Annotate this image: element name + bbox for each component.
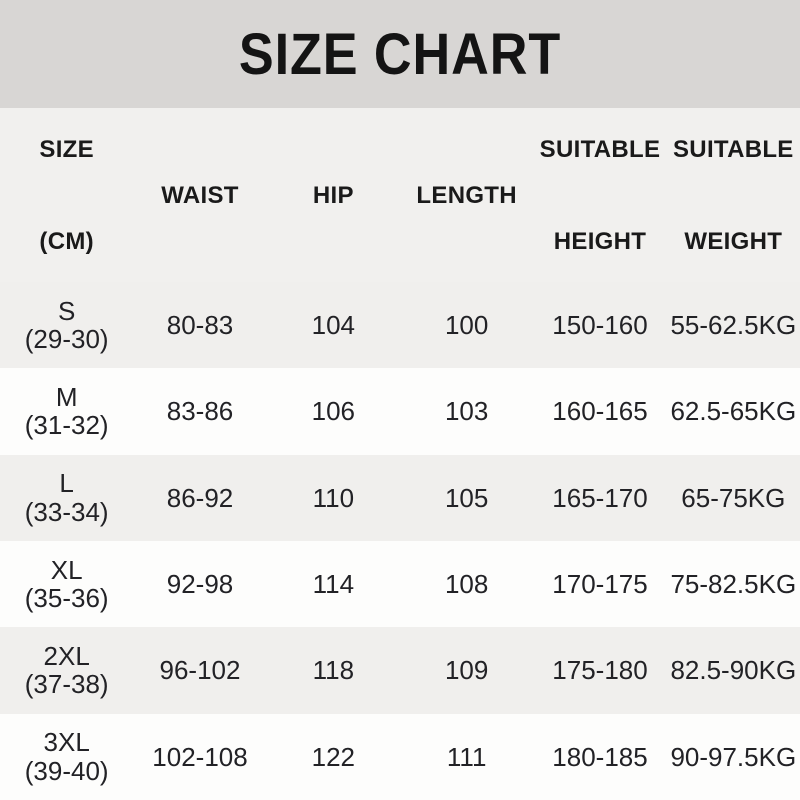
size-label: 3XL	[43, 727, 90, 758]
size-cell: L (33-34)	[0, 469, 133, 526]
column-header-waist: WAIST	[133, 136, 266, 256]
waist-cell: 80-83	[166, 309, 234, 340]
column-header-suitable-label: SUITABLE	[673, 136, 794, 163]
size-label: 2XL	[43, 640, 90, 671]
size-range: (33-34)	[24, 496, 109, 527]
size-range: (31-32)	[24, 410, 109, 441]
size-cell: S (29-30)	[0, 295, 133, 355]
table-header-row: SIZE (CM) WAIST HIP LENGTH SUITABLE HEIG…	[0, 108, 800, 282]
size-cell: M (31-32)	[0, 383, 133, 440]
length-cell: 105	[444, 482, 489, 513]
column-header-suitable-height: SUITABLE HEIGHT	[533, 136, 666, 256]
waist-cell: 96-102	[159, 655, 241, 686]
table-row-m: M (31-32) 83-86 106 103 160-165 62.5-65K…	[0, 368, 800, 455]
size-label: L	[59, 468, 74, 499]
weight-cell: 82.5-90KG	[670, 655, 797, 686]
length-cell: 108	[444, 568, 489, 599]
length-cell: 111	[446, 741, 487, 772]
table-row-l: L (33-34) 86-92 110 105 165-170 65-75KG	[0, 454, 800, 541]
column-header-hip-label: HIP	[312, 182, 354, 209]
weight-cell: 75-82.5KG	[670, 568, 797, 599]
size-label: XL	[50, 554, 83, 585]
waist-cell: 102-108	[152, 741, 248, 772]
hip-cell: 122	[311, 741, 356, 772]
weight-cell: 90-97.5KG	[670, 741, 797, 772]
size-cell: 2XL (37-38)	[0, 642, 133, 699]
size-table: SIZE (CM) WAIST HIP LENGTH SUITABLE HEIG…	[0, 108, 800, 800]
weight-cell: 65-75KG	[681, 482, 786, 513]
hip-cell: 110	[312, 482, 355, 513]
column-header-hip: HIP	[267, 136, 400, 256]
size-label: M	[55, 381, 78, 412]
size-range: (29-30)	[24, 324, 109, 355]
length-cell: 100	[444, 309, 489, 340]
title-band: SIZE CHART	[0, 0, 800, 108]
column-header-waist-label: WAIST	[161, 182, 239, 209]
table-row-3xl: 3XL (39-40) 102-108 122 111 180-185 90-9…	[0, 713, 800, 800]
size-range: (39-40)	[24, 755, 109, 786]
column-header-suitable-weight: SUITABLE WEIGHT	[667, 136, 800, 256]
table-row-xl: XL (35-36) 92-98 114 108 170-175 75-82.5…	[0, 540, 800, 628]
hip-cell: 114	[312, 568, 355, 599]
column-header-length: LENGTH	[400, 136, 533, 256]
height-cell: 165-170	[552, 482, 648, 513]
height-cell: 160-165	[552, 396, 648, 427]
waist-cell: 83-86	[166, 396, 234, 427]
hip-cell: 104	[311, 309, 356, 340]
length-cell: 103	[444, 396, 489, 427]
weight-cell: 62.5-65KG	[670, 396, 797, 427]
hip-cell: 106	[311, 396, 356, 427]
waist-cell: 86-92	[166, 482, 234, 513]
table-row-s: S (29-30) 80-83 104 100 150-160 55-62.5K…	[0, 282, 800, 369]
size-range: (35-36)	[24, 583, 109, 614]
height-cell: 175-180	[552, 655, 648, 686]
column-header-height-label: HEIGHT	[553, 228, 647, 255]
length-cell: 109	[444, 655, 489, 686]
size-cell: 3XL (39-40)	[0, 728, 133, 785]
size-cell: XL (35-36)	[0, 554, 133, 614]
height-cell: 170-175	[552, 568, 648, 599]
column-header-weight-label: WEIGHT	[684, 228, 783, 255]
height-cell: 180-185	[552, 741, 648, 772]
column-header-length-label: LENGTH	[416, 182, 517, 209]
weight-cell: 55-62.5KG	[670, 309, 797, 340]
column-header-size: SIZE (CM)	[0, 136, 133, 256]
column-header-size-label: SIZE	[39, 136, 94, 163]
height-cell: 150-160	[552, 309, 648, 340]
waist-cell: 92-98	[166, 568, 234, 599]
size-label: S	[57, 295, 76, 326]
table-row-2xl: 2XL (37-38) 96-102 118 109 175-180 82.5-…	[0, 627, 800, 714]
hip-cell: 118	[312, 655, 355, 686]
size-range: (37-38)	[24, 669, 109, 700]
page-title: SIZE CHART	[238, 21, 562, 87]
column-header-suitable-label: SUITABLE	[539, 136, 661, 163]
column-header-size-unit: (CM)	[39, 228, 94, 255]
